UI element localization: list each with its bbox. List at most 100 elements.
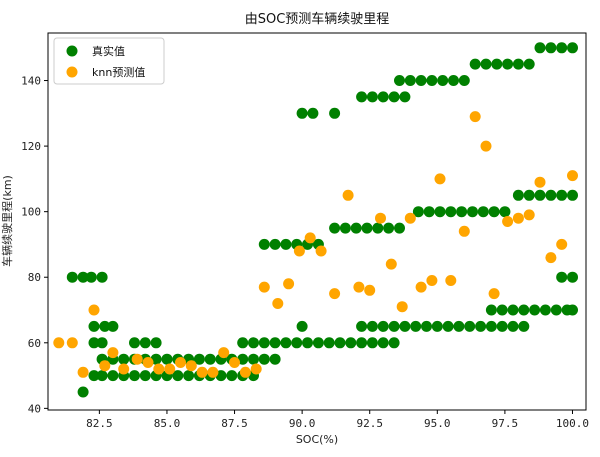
predicted-point <box>250 363 262 375</box>
predicted-point <box>164 363 176 375</box>
actual-point <box>512 58 524 70</box>
actual-point <box>437 75 449 86</box>
predicted-point <box>364 284 376 296</box>
actual-point <box>453 320 465 332</box>
predicted-point <box>293 245 305 257</box>
predicted-point <box>99 360 111 372</box>
y-tick-label: 40 <box>28 402 41 415</box>
predicted-point <box>567 170 578 182</box>
predicted-point <box>118 363 130 375</box>
actual-point <box>518 304 530 316</box>
actual-point <box>485 320 497 332</box>
actual-point <box>307 107 319 119</box>
actual-point <box>434 206 446 218</box>
actual-point <box>85 271 97 283</box>
actual-point <box>423 206 435 218</box>
actual-point <box>77 271 89 283</box>
predicted-point <box>66 337 78 349</box>
y-tick-label: 80 <box>28 271 41 284</box>
predicted-point <box>502 216 514 227</box>
x-tick-label: 82.5 <box>86 417 113 430</box>
actual-point <box>312 337 324 349</box>
actual-point <box>448 75 459 86</box>
predicted-point <box>512 212 524 224</box>
predicted-point <box>196 366 208 378</box>
actual-point <box>129 370 140 382</box>
predicted-point <box>77 366 89 378</box>
actual-point <box>469 58 481 70</box>
actual-point <box>356 91 368 103</box>
actual-point <box>150 337 162 349</box>
predicted-point <box>304 232 316 244</box>
actual-point <box>248 337 259 349</box>
actual-point <box>329 107 341 119</box>
actual-point <box>99 320 111 332</box>
actual-point <box>399 91 411 103</box>
x-tick-label: 92.5 <box>356 417 383 430</box>
actual-point <box>280 337 292 349</box>
actual-point <box>280 238 292 250</box>
predicted-point <box>175 357 186 368</box>
actual-point <box>88 370 100 382</box>
actual-point <box>377 337 389 349</box>
actual-point <box>339 222 351 234</box>
y-tick-label: 60 <box>28 337 41 350</box>
actual-point <box>258 353 270 365</box>
actual-point <box>96 370 108 382</box>
series-actual <box>66 42 578 398</box>
actual-point <box>477 206 489 218</box>
actual-point <box>334 337 346 349</box>
actual-point <box>567 189 578 201</box>
actual-point <box>442 320 454 332</box>
actual-point <box>488 206 500 218</box>
actual-point <box>502 58 514 70</box>
predicted-point <box>131 353 143 365</box>
predicted-point <box>218 347 230 359</box>
predicted-point <box>458 225 470 237</box>
actual-point <box>556 271 568 283</box>
predicted-point <box>258 281 270 293</box>
actual-point <box>296 320 308 332</box>
actual-point <box>539 304 551 316</box>
actual-point <box>467 206 478 218</box>
predicted-point <box>342 189 354 201</box>
actual-point <box>556 42 568 54</box>
plot-area-frame <box>47 32 587 411</box>
y-tick-label: 100 <box>21 206 41 219</box>
actual-point <box>399 320 411 332</box>
legend-marker-predicted <box>66 66 78 78</box>
predicted-point <box>185 360 197 372</box>
actual-point <box>421 320 432 332</box>
actual-point <box>388 337 400 349</box>
actual-point <box>269 353 281 365</box>
actual-point <box>485 304 497 316</box>
actual-point <box>107 320 119 332</box>
actual-point <box>248 353 259 365</box>
actual-point <box>567 42 578 54</box>
actual-point <box>139 370 151 382</box>
legend-label-actual: 真实值 <box>92 44 125 58</box>
actual-point <box>118 353 130 365</box>
actual-point <box>496 320 508 332</box>
actual-point <box>323 337 335 349</box>
actual-point <box>394 222 405 234</box>
predicted-point <box>142 357 154 368</box>
actual-point <box>458 75 470 86</box>
actual-point <box>161 353 173 365</box>
actual-point <box>523 189 535 201</box>
actual-point <box>226 370 238 382</box>
predicted-point <box>272 298 284 309</box>
predicted-point <box>534 176 546 188</box>
actual-point <box>507 320 519 332</box>
x-axis: 82.5 85.0 87.5 90.0 92.5 95.0 97.5 100.0 <box>86 410 589 430</box>
actual-point <box>296 107 308 119</box>
predicted-point <box>404 212 416 224</box>
actual-point <box>534 189 546 201</box>
actual-point <box>431 320 443 332</box>
actual-point <box>550 304 562 316</box>
actual-point <box>410 320 422 332</box>
actual-point <box>404 75 416 86</box>
actual-point <box>377 91 389 103</box>
predicted-point <box>415 281 427 293</box>
